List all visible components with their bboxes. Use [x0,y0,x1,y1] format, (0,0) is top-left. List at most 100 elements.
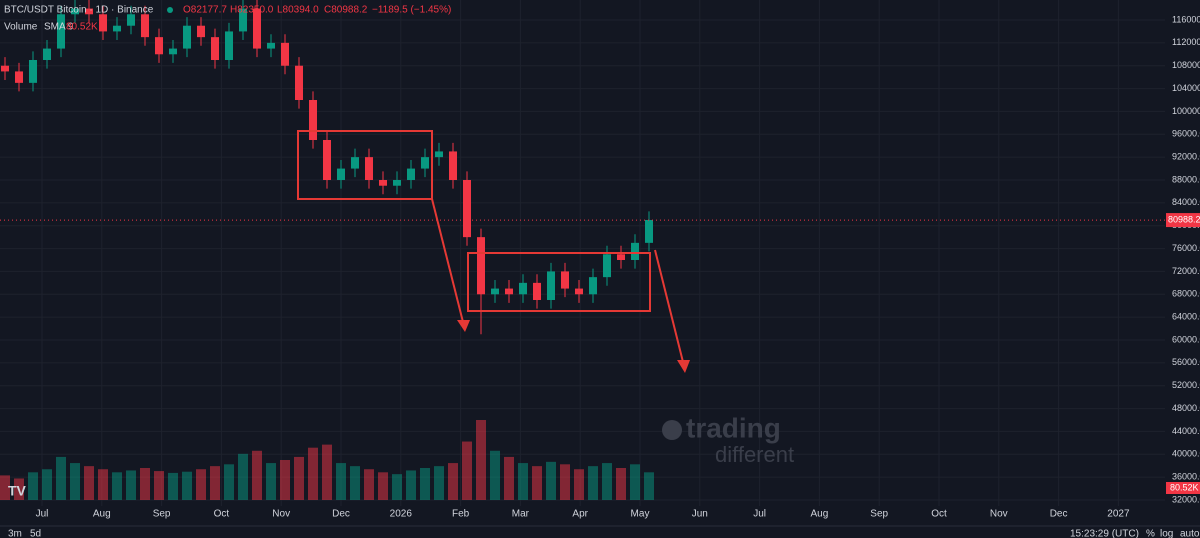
candle-body [57,14,65,49]
tv-logo: TV [8,483,27,499]
candle-body [589,277,597,295]
volume-bar [644,472,654,500]
annotation-arrow [654,249,684,363]
candle-body [351,157,359,169]
volume-bar [182,471,192,500]
volume-bar [252,450,262,500]
ohlc-close: C80988.2 [324,5,368,16]
annotation-arrowhead [677,360,690,373]
price-tag [1166,213,1200,228]
candle-body [71,8,79,15]
x-tick-label: Dec [332,509,350,520]
annotation-box [467,252,651,312]
volume-bar [210,466,220,500]
clock: 15:23:29 (UTC) [1070,529,1139,538]
volume-bar [560,464,570,500]
y-tick-label: 64000.0 [1172,312,1200,322]
candle-body [155,37,163,55]
x-tick-label: Oct [931,509,947,520]
volume-bar [588,466,598,500]
volume-value: 80.52K [66,22,98,33]
volume-tag-label: 80.52K [1170,482,1199,492]
volume-bar [448,463,458,500]
candle-body [365,157,373,180]
volume-bar [42,469,52,500]
volume-bar [112,472,122,500]
y-tick-label: 104000.0 [1172,83,1200,93]
range-button[interactable]: 5d [30,529,41,538]
volume-bar [0,475,10,500]
symbol: BTC/USDT Bitcoin · 1D · Binance [4,5,154,16]
percent-toggle[interactable]: % [1146,529,1155,538]
y-tick-label: 84000.0 [1172,197,1200,207]
candle-body [113,25,121,32]
volume-bar [98,469,108,500]
volume-bar [462,441,472,500]
y-tick-label: 32000.0 [1172,494,1200,504]
y-tick-label: 68000.0 [1172,289,1200,299]
watermark: different [715,442,794,467]
candle-body [533,282,541,300]
candle-body [281,42,289,66]
candle-body [519,282,527,295]
x-tick-label: Jul [36,509,49,520]
x-tick-label: Sep [870,509,888,520]
y-tick-label: 36000.0 [1172,472,1200,482]
x-tick-label: Jul [753,509,766,520]
candle-body [309,100,317,140]
volume-bar [546,461,556,500]
candle-body [127,14,135,26]
log-toggle[interactable]: log [1160,529,1173,538]
x-tick-label: Mar [512,509,530,520]
y-tick-label: 48000.0 [1172,403,1200,413]
y-tick-label: 52000.0 [1172,380,1200,390]
candle-body [99,14,107,32]
volume-bar [28,472,38,500]
status-dot [167,7,173,13]
candle-body [239,8,247,32]
volume-bar [126,470,136,500]
volume-bar [196,469,206,500]
volume-bar [406,470,416,500]
volume-bar [392,474,402,500]
x-tick-label: Nov [272,509,290,520]
y-tick-label: 76000.0 [1172,243,1200,253]
x-tick-label: Feb [452,509,470,520]
range-button[interactable]: 3m [8,529,22,538]
y-tick-label: 108000.0 [1172,60,1200,70]
volume-bar [434,466,444,500]
candle-body [1,65,9,72]
volume-bar [168,472,178,500]
candle-body [253,8,261,49]
volume-bar [420,468,430,500]
y-tick-label: 100000.0 [1172,106,1200,116]
candle-body [561,271,569,289]
volume-bar [70,463,80,500]
annotation-arrowhead [457,320,470,332]
watermark: trading [686,412,781,443]
y-tick-label: 40000.0 [1172,449,1200,459]
ohlc-high: H82350.0 [230,5,274,16]
ohlc-low: L80394.0 [277,5,319,16]
candle-body [631,242,639,260]
volume-bar [602,463,612,500]
x-tick-label: Sep [153,509,171,520]
x-tick-label: 2026 [390,509,413,520]
candle-body [43,48,51,60]
volume-bar [140,468,150,500]
y-tick-label: 60000.0 [1172,334,1200,344]
x-tick-label: Nov [990,509,1008,520]
volume-bar [154,471,164,500]
auto-toggle[interactable]: auto [1180,529,1200,538]
candle-body [603,254,611,278]
candle-body [295,65,303,100]
y-tick-label: 44000.0 [1172,426,1200,436]
volume-tag [1166,482,1200,494]
volume-indicator: SMA 9 [44,22,74,33]
candle-body [463,180,471,238]
price-axis [1165,0,1200,506]
volume-bar [476,420,486,500]
volume-bar [308,447,318,500]
candle-body [617,254,625,260]
